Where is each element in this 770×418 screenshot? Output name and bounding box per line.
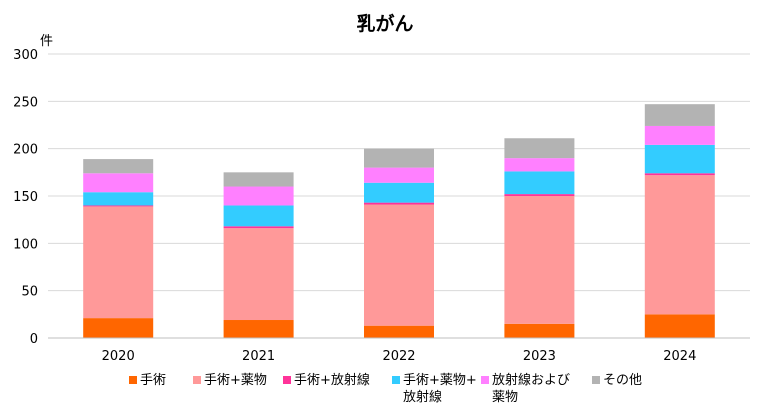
x-tick-label: 2020: [102, 349, 135, 364]
axes: 0 50 100 150 200 250 300 2020 2021 2022 2023 2024: [13, 48, 750, 364]
x-tick-label: 2023: [523, 349, 556, 364]
bar-segment: [364, 182, 434, 203]
legend-swatch: [592, 376, 600, 384]
legend-label: 放射線および 薬物: [492, 373, 571, 405]
y-tick-label: 300: [13, 48, 38, 63]
bar-segment: [364, 148, 434, 168]
legend-label: 手術: [140, 373, 167, 388]
y-tick-label: 150: [13, 190, 38, 205]
bar-segment: [364, 325, 434, 338]
y-tick-label: 0: [30, 332, 38, 347]
bar-segment: [504, 171, 575, 195]
bar-segment: [223, 186, 294, 206]
bar-segment: [504, 196, 575, 324]
bar-segment: [83, 205, 154, 207]
bar-segment: [364, 167, 434, 183]
chart-title: 乳がん: [356, 12, 413, 35]
x-tick-label: 2022: [382, 349, 415, 364]
y-axis-unit-label: 件: [40, 34, 53, 49]
bar-segment: [223, 205, 294, 227]
legend-swatch: [193, 376, 201, 384]
bar-segment: [223, 226, 294, 229]
legend-item: 手術+薬物+ 放射線: [392, 372, 477, 406]
y-tick-label: 250: [13, 95, 38, 110]
bar-segment: [364, 204, 434, 326]
legend-label: 手術+薬物: [204, 373, 267, 388]
bar-segment: [223, 320, 294, 338]
x-tick-label: 2024: [663, 349, 696, 364]
y-tick-label: 100: [13, 237, 38, 252]
bars: [83, 104, 715, 338]
bar-segment: [83, 206, 154, 319]
legend-item: 手術: [129, 372, 166, 389]
legend-swatch: [481, 376, 489, 384]
bar-segment: [644, 175, 715, 315]
y-tick-label: 50: [21, 285, 38, 300]
bar-segment: [644, 125, 715, 145]
bar-segment: [83, 192, 154, 206]
bar-segment: [83, 159, 154, 174]
bar-segment: [504, 194, 575, 196]
y-tick-label: 200: [13, 143, 38, 158]
bar-segment: [223, 228, 294, 321]
legend-label: その他: [603, 373, 643, 388]
bar-segment: [83, 318, 154, 338]
legend-label: 手術+放射線: [294, 373, 370, 388]
legend-label: 手術+薬物+ 放射線: [403, 373, 477, 405]
bar-segment: [644, 314, 715, 338]
bar-segment: [83, 173, 154, 193]
legend-swatch: [392, 376, 400, 384]
bar-segment: [223, 172, 294, 187]
bar-segment: [644, 173, 715, 176]
bar-segment: [644, 144, 715, 174]
legend-swatch: [283, 376, 291, 384]
bar-segment: [504, 158, 575, 172]
x-tick-label: 2021: [242, 349, 275, 364]
legend-item: 手術+放射線: [283, 372, 370, 389]
bar-segment: [364, 202, 434, 205]
legend-swatch: [129, 376, 137, 384]
legend-item: 手術+薬物: [193, 372, 267, 389]
legend-item: 放射線および 薬物: [481, 372, 570, 406]
legend-item: その他: [592, 372, 642, 389]
bar-segment: [504, 138, 575, 159]
bar-segment: [644, 104, 715, 126]
bar-segment: [504, 323, 575, 338]
